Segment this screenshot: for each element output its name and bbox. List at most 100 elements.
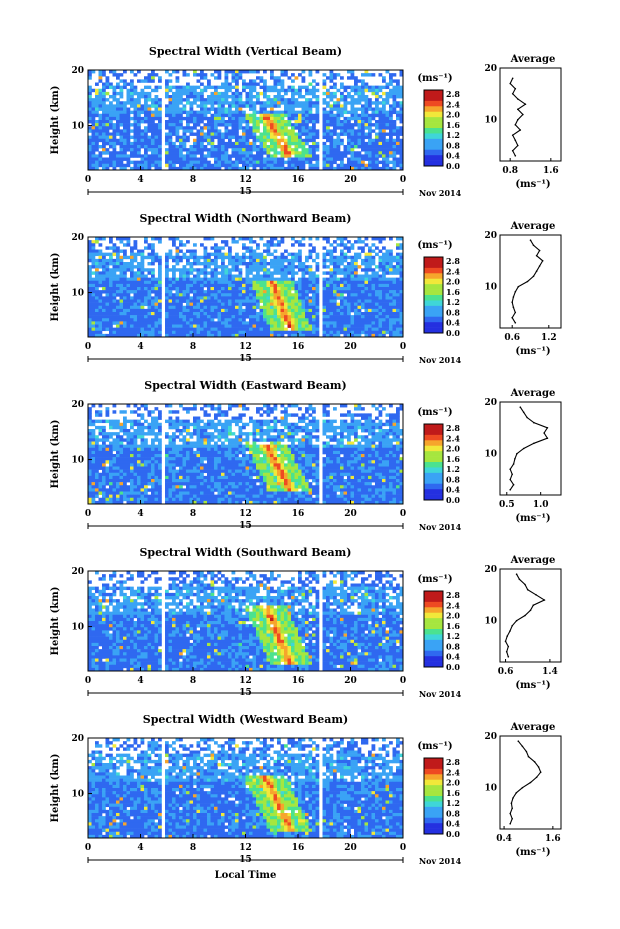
date-marker-label: 15: [239, 521, 252, 531]
colorbar-segment: [424, 494, 443, 501]
profile-y-tick-label: 20: [484, 398, 497, 408]
colorbar-tick-label: 1.6: [446, 454, 460, 464]
x-tick-label: 20: [344, 175, 357, 185]
colorbar-segment: [424, 645, 443, 652]
date-label: Nov 2014: [419, 856, 462, 866]
profile-title: Average: [510, 388, 556, 399]
profile-point: [535, 776, 538, 779]
profile-point: [529, 239, 532, 241]
panel-1: Spectral Width (Vertical Beam) Height (km…: [50, 45, 562, 198]
colorbar-unit: (ms⁻¹): [417, 574, 452, 585]
y-tick-label: 10: [71, 456, 84, 466]
profile-point: [514, 458, 516, 460]
colorbar-tick-label: 1.6: [446, 788, 460, 798]
x-tick-label: 0: [85, 175, 91, 185]
colorbar-segment: [424, 823, 443, 829]
colorbar-segment: [424, 467, 443, 474]
profile-point: [512, 483, 515, 486]
profile-point: [521, 786, 524, 789]
profile-x-tick-label: 1.0: [533, 500, 549, 510]
heatmap-title: Spectral Width (Northward Beam): [140, 212, 352, 225]
colorbar-tick-label: 2.0: [446, 110, 460, 120]
profile-point: [512, 463, 515, 465]
profile-point: [533, 761, 536, 763]
profile-unit: (ms⁻¹): [515, 179, 550, 190]
date-marker-label: 15: [239, 855, 252, 865]
profile-point: [546, 437, 549, 440]
colorbar-segment: [424, 618, 443, 624]
profile-x-tick-label: 1.6: [545, 834, 561, 844]
colorbar-segment: [424, 316, 443, 323]
panel-3: Spectral Width (Eastward Beam) Height (km…: [50, 379, 562, 532]
x-tick-label: 4: [137, 676, 143, 686]
heatmap-title: Spectral Width (Eastward Beam): [144, 379, 346, 392]
profile-x-tick-label: 0.8: [502, 166, 518, 176]
profile-point: [522, 411, 525, 414]
x-tick-label: 16: [292, 342, 305, 352]
x-tick-label: 4: [137, 175, 143, 185]
colorbar-segment: [424, 483, 443, 490]
profile-y-tick-label: 20: [484, 64, 497, 74]
x-tick-label: 12: [239, 676, 252, 686]
profile-title: Average: [510, 555, 556, 566]
profile-point: [511, 93, 514, 95]
colorbar-segment: [424, 311, 443, 318]
colorbar-tick-label: 0.0: [446, 662, 460, 672]
colorbar-tick-label: 1.2: [446, 631, 460, 641]
x-tick-label: 0: [400, 175, 406, 185]
colorbar-segment: [424, 817, 443, 824]
colorbar-segment: [424, 629, 443, 635]
colorbar-tick-label: 2.4: [446, 600, 460, 610]
colorbar-tick-label: 0.8: [446, 140, 460, 150]
x-tick-label: 20: [344, 676, 357, 686]
profile-frame: [499, 735, 562, 830]
colorbar-tick-label: 0.4: [446, 318, 460, 328]
x-tick-label: 20: [344, 342, 357, 352]
colorbar-unit: (ms⁻¹): [417, 240, 452, 251]
x-tick-label: 8: [190, 676, 196, 686]
colorbar-segment: [424, 790, 443, 797]
x-tick-label: 12: [239, 509, 252, 519]
colorbar-unit: (ms⁻¹): [417, 73, 452, 84]
date-marker-label: 15: [239, 688, 252, 698]
profile-point: [510, 802, 513, 804]
profile-point: [507, 656, 510, 658]
heatmap-cells: [88, 70, 404, 171]
profile-point: [517, 144, 519, 147]
date-label: Nov 2014: [419, 355, 462, 365]
x-tick-label: 0: [85, 342, 91, 352]
colorbar-frame: [423, 89, 444, 167]
profile-point: [511, 149, 514, 152]
y-axis-label: Height (km): [50, 253, 61, 322]
profile-point: [533, 421, 535, 424]
colorbar-segment: [424, 267, 443, 274]
colorbar-segment: [424, 623, 443, 630]
heatmap-cells: [88, 404, 404, 505]
profile-x-tick-label: 0.4: [496, 834, 512, 844]
colorbar-segment: [424, 429, 443, 436]
heatmap-title: Spectral Width (Westward Beam): [143, 713, 348, 726]
x-tick-label: 4: [137, 843, 143, 853]
colorbar-segment: [424, 451, 443, 457]
colorbar-tick-label: 2.4: [446, 99, 460, 109]
colorbar-segment: [424, 111, 443, 118]
profile-point: [526, 416, 528, 419]
colorbar-tick-label: 2.8: [446, 89, 460, 99]
x-tick-label: 20: [344, 843, 357, 853]
profile-point: [543, 432, 545, 434]
colorbar-segment: [424, 472, 443, 479]
y-tick-label: 10: [71, 289, 84, 299]
profile-point: [514, 155, 517, 157]
colorbar-frame: [423, 590, 444, 668]
heatmap-cells: [88, 237, 404, 338]
colorbar-segment: [424, 138, 443, 145]
x-tick-label: 4: [137, 509, 143, 519]
profile-point: [514, 124, 517, 126]
profile-point: [522, 113, 524, 116]
profile-y-tick-label: 10: [484, 784, 497, 794]
colorbar-segment: [424, 768, 443, 775]
colorbar-segment: [424, 133, 443, 140]
profile-x-tick-label: 1.2: [541, 333, 557, 343]
colorbar-tick-label: 2.0: [446, 444, 460, 454]
colorbar-segment: [424, 806, 443, 813]
